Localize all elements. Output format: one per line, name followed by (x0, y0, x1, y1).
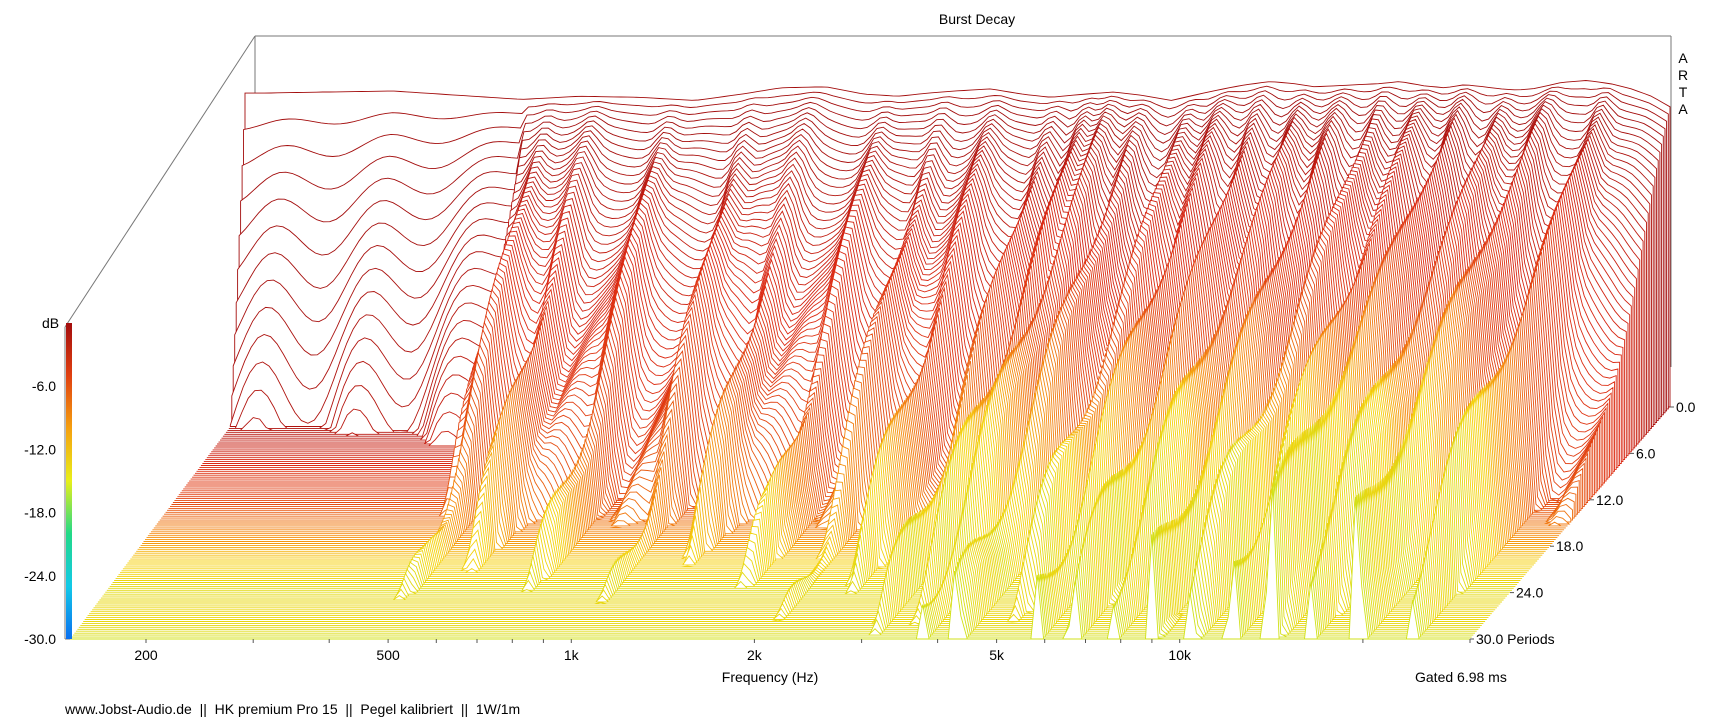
x-tick-label: 5k (989, 647, 1005, 663)
arta-brand-vertical: ARTA (1675, 50, 1691, 118)
decay-slice (78, 459, 1481, 628)
z-tick-label: 24.0 (1516, 585, 1543, 601)
x-tick-label: 1k (564, 647, 580, 663)
decay-slice (74, 471, 1475, 634)
periods-tick-labels: 0.0 6.0 12.0 18.0 24.0 30.0 Periods (1470, 399, 1696, 647)
z-tick-label: 0.0 (1676, 399, 1696, 415)
x-tick-label: 200 (134, 647, 158, 663)
gate-info-label: Gated 6.98 ms (1415, 669, 1507, 685)
z-tick-label: 12.0 (1596, 492, 1623, 508)
decay-slice (71, 480, 1472, 638)
decay-slice (77, 462, 1479, 630)
x-tick-label: 500 (376, 647, 400, 663)
decay-slice (80, 455, 1482, 626)
footer-text: www.Jobst-Audio.de || HK premium Pro 15 … (64, 701, 520, 717)
db-tick-labels: -6.0 -12.0 -18.0 -24.0 -30.0 (24, 378, 56, 647)
y-axis-label: dB (42, 315, 59, 331)
frame-line (64, 35, 256, 328)
db-colorbar (66, 323, 72, 639)
decay-slice (72, 475, 1474, 636)
frequency-tick-labels: 200 500 1k 2k 5k 10k (134, 639, 1471, 663)
decay-slice (81, 452, 1484, 624)
x-tick-label: 10k (1168, 647, 1192, 663)
z-tick-label: 30.0 Periods (1476, 631, 1555, 647)
x-axis-label: Frequency (Hz) (722, 669, 818, 685)
decay-slice (83, 449, 1486, 622)
chart-title: Burst Decay (939, 11, 1015, 27)
y-tick-label: -24.0 (24, 568, 56, 584)
y-tick-label: -30.0 (24, 631, 56, 647)
decay-slice (70, 485, 1470, 640)
y-tick-label: -6.0 (32, 378, 56, 394)
y-tick-label: -18.0 (24, 505, 56, 521)
z-tick-label: 18.0 (1556, 538, 1583, 554)
x-tick-label: 2k (747, 647, 763, 663)
z-tick-label: 6.0 (1636, 445, 1656, 461)
y-tick-label: -12.0 (24, 441, 56, 457)
waterfall-slices (70, 80, 1671, 640)
decay-slice (75, 466, 1477, 632)
